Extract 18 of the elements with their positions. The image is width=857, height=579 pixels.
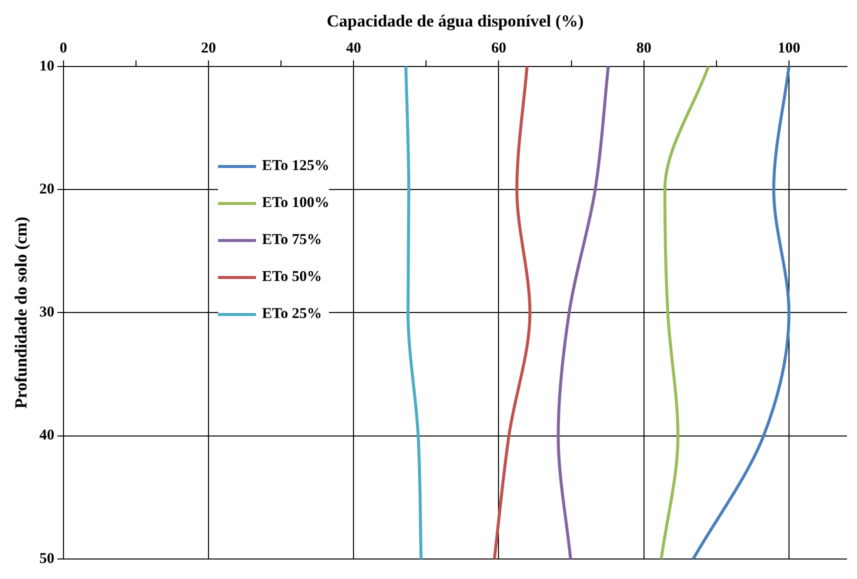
- x-tick-label: 60: [491, 40, 506, 56]
- legend-label: ETo 100%: [262, 195, 330, 212]
- x-tick-label: 20: [201, 40, 216, 56]
- y-tick-label: 50: [39, 550, 54, 567]
- x-axis-title: Capacidade de água disponível (%): [326, 12, 584, 31]
- x-tick-label: 0: [60, 40, 68, 56]
- legend-label: ETo 25%: [262, 306, 322, 323]
- x-tick-label: 100: [778, 40, 800, 56]
- y-axis-title: Profundidade do solo (cm): [12, 216, 31, 409]
- y-tick-label: 10: [39, 58, 54, 74]
- x-tick-label: 80: [636, 40, 652, 56]
- x-tick-label: 40: [346, 40, 362, 56]
- legend-label: ETo 125%: [262, 158, 330, 175]
- y-tick-label: 20: [39, 181, 54, 198]
- legend-label: ETo 75%: [262, 232, 322, 249]
- y-tick-label: 30: [39, 304, 54, 321]
- legend-label: ETo 50%: [262, 269, 322, 286]
- y-tick-label: 40: [39, 428, 54, 444]
